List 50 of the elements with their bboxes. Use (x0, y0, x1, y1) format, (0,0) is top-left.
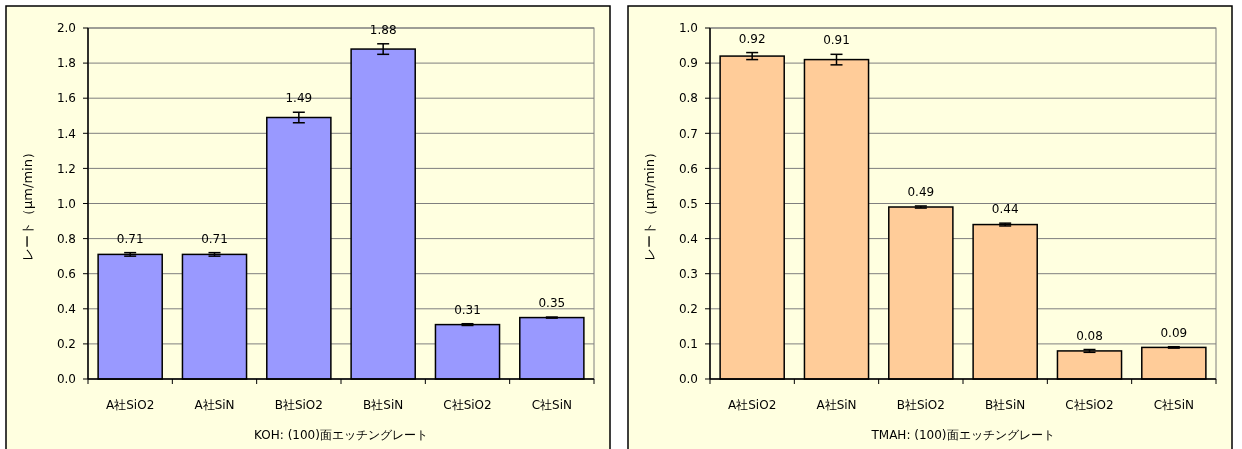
y-axis-title: レート（μm/min） (20, 146, 35, 261)
y-tick-label: 1.8 (56, 56, 76, 71)
y-tick-label: 0.5 (678, 196, 698, 211)
y-tick-label: 1.0 (678, 21, 698, 36)
y-axis-title: レート（μm/min） (642, 146, 657, 261)
y-tick-label: 1.2 (56, 161, 76, 176)
x-axis-title: TMAH: (100)面エッチングレート (870, 428, 1055, 442)
y-tick-label: 0.0 (56, 372, 76, 387)
y-tick-label: 0.4 (678, 231, 698, 246)
y-tick-label: 1.6 (56, 91, 76, 106)
x-tick-label: C社SiO2 (1065, 398, 1114, 412)
y-tick-label: 1.4 (56, 126, 76, 141)
y-tick-label: 0.8 (56, 231, 76, 246)
x-tick-label: A社SiN (194, 398, 235, 412)
y-tick-label: 1.0 (56, 196, 76, 211)
x-tick-label: B社SiO2 (274, 398, 323, 412)
y-tick-label: 0.1 (678, 337, 698, 352)
y-tick-label: 0.8 (678, 91, 698, 106)
data-label: 0.09 (1160, 325, 1188, 340)
y-tick-label: 0.6 (678, 161, 698, 176)
data-label: 0.44 (991, 202, 1019, 217)
data-label: 1.88 (369, 22, 397, 37)
x-tick-label: C社SiO2 (443, 398, 492, 412)
data-label: 0.31 (454, 302, 481, 317)
x-tick-label: B社SiN (363, 398, 404, 412)
data-label: 0.71 (116, 231, 144, 246)
data-label: 0.49 (907, 184, 935, 199)
y-tick-label: 0.0 (678, 372, 698, 387)
y-tick-label: 0.4 (56, 302, 76, 316)
y-tick-label: 0.3 (678, 266, 698, 281)
y-tick-label: 2.0 (56, 21, 76, 36)
x-axis-title: KOH: (100)面エッチングレート (254, 428, 428, 442)
y-tick-label: 0.2 (678, 302, 698, 316)
y-tick-label: 0.2 (56, 337, 76, 352)
x-tick-label: B社SiO2 (896, 398, 945, 412)
y-tick-label: 0.9 (678, 56, 698, 71)
y-tick-label: 0.7 (678, 126, 698, 141)
y-tick-label: 0.6 (56, 266, 76, 281)
x-tick-label: A社SiO2 (106, 398, 155, 412)
data-label: 0.92 (738, 31, 766, 46)
x-tick-label: C社SiN (531, 398, 572, 412)
x-tick-label: B社SiN (985, 398, 1026, 412)
x-tick-label: C社SiN (1153, 398, 1194, 412)
x-tick-label: A社SiN (816, 398, 857, 412)
data-label: 1.49 (285, 91, 313, 106)
data-label: 0.08 (1076, 328, 1103, 343)
data-label: 0.71 (201, 231, 228, 246)
x-tick-label: A社SiO2 (728, 398, 777, 412)
data-label: 0.35 (538, 296, 566, 311)
data-label: 0.91 (823, 33, 850, 48)
